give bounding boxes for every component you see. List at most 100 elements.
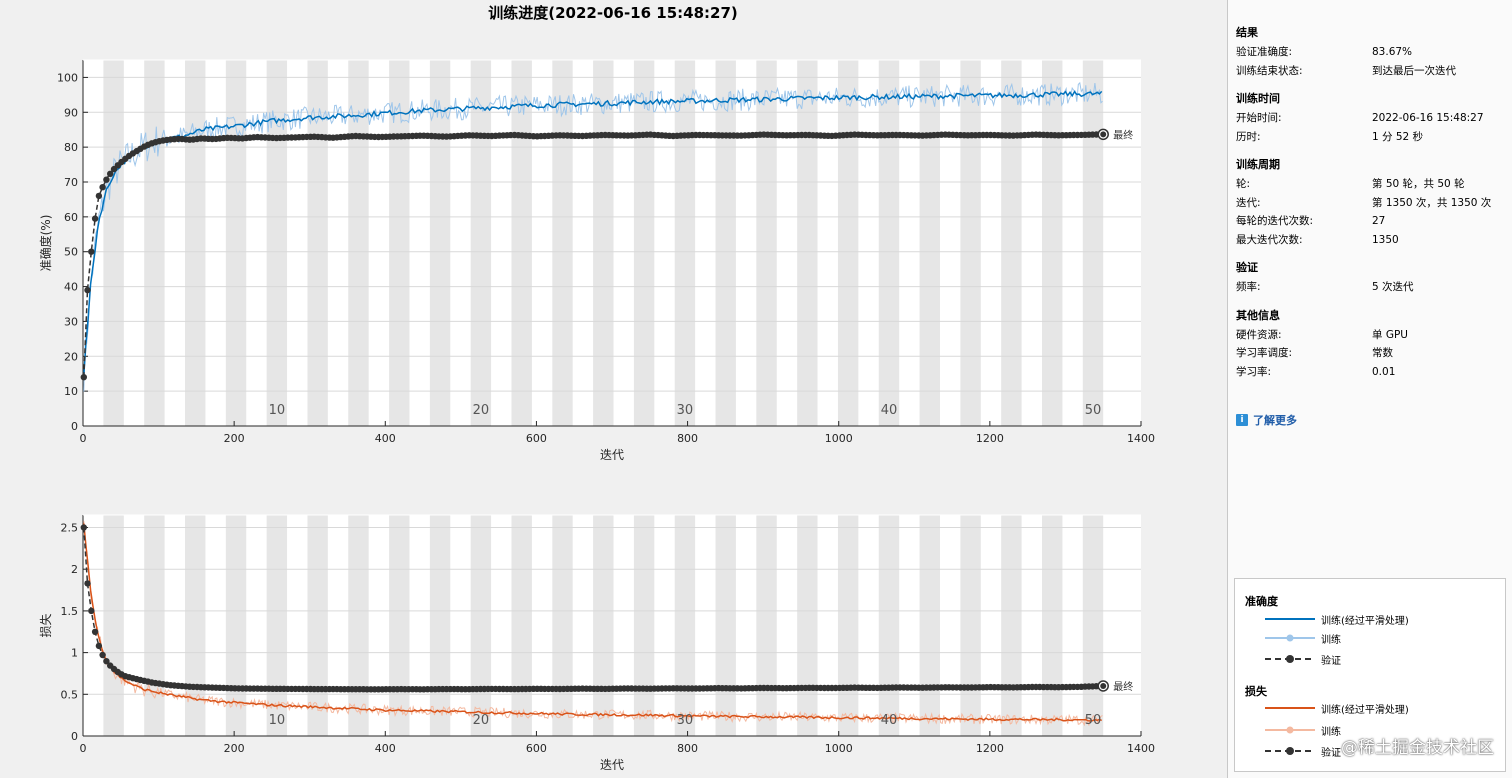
- validation-point: [80, 524, 88, 531]
- x-tick-label: 1000: [825, 742, 853, 755]
- y-tick-label: 0: [71, 420, 78, 433]
- epoch-band: [593, 60, 614, 426]
- legend-loss-validation-label: 验证: [1321, 747, 1341, 759]
- legend-accuracy-title: 准确度: [1245, 595, 1278, 608]
- validation-point: [88, 248, 95, 255]
- epoch-band: [144, 515, 165, 736]
- legend-acc-smoothed: 训练(经过平滑处理): [1265, 611, 1409, 627]
- validation-point: [107, 170, 114, 177]
- info-value: 第 1350 次，共 1350 次: [1372, 196, 1492, 209]
- info-key: 历时:: [1236, 130, 1261, 143]
- epoch-band: [633, 60, 655, 426]
- epoch-band: [429, 60, 451, 426]
- info-row: 频率: 5 次迭代: [1236, 278, 1506, 297]
- info-row: 硬件资源: 单 GPU: [1236, 326, 1506, 345]
- charts-svg: 10 20 30 40 500 200 400 600 800 1000 1200 140001020…: [38, 59, 1155, 772]
- info-row: 开始时间: 2022-06-16 15:48:27: [1236, 109, 1506, 128]
- info-value: 常数: [1372, 347, 1393, 359]
- acc-plot: [80, 59, 1142, 427]
- epoch-band: [511, 60, 532, 426]
- epoch-band: [144, 60, 165, 426]
- validation-point: [80, 374, 88, 381]
- epoch-label: 30: [677, 713, 694, 728]
- info-key: 硬件资源:: [1236, 328, 1282, 341]
- info-value: 1 分 52 秒: [1372, 130, 1424, 143]
- epoch-band: [185, 515, 206, 736]
- info-value: 83.67%: [1372, 46, 1413, 58]
- x-tick-label: 1400: [1127, 742, 1155, 755]
- info-key: 学习率:: [1236, 365, 1272, 378]
- final-marker-dot: [1100, 131, 1107, 138]
- epoch-band: [1001, 60, 1022, 426]
- info-row: 训练结束状态: 到达最后一次迭代: [1236, 62, 1506, 81]
- info-row: 验证准确度: 83.67%: [1236, 43, 1506, 62]
- epoch-band: [307, 515, 328, 736]
- validation-point: [103, 658, 110, 665]
- x-tick-label: 1400: [1127, 432, 1155, 445]
- y-tick-label: 2: [71, 563, 78, 576]
- epoch-band: [797, 515, 818, 736]
- epoch-band: [633, 515, 655, 736]
- epoch-band: [1001, 515, 1022, 736]
- epoch-label: 30: [677, 403, 694, 418]
- epoch-band: [348, 60, 369, 426]
- validation-point: [95, 642, 103, 650]
- x-tick-label: 600: [526, 742, 547, 755]
- epoch-band: [878, 515, 900, 736]
- legend-loss-smoothed-label: 训练(经过平滑处理): [1321, 704, 1409, 716]
- y-tick-label: 70: [64, 176, 78, 189]
- x-tick-label: 200: [224, 742, 245, 755]
- legend-acc-validation: 验证: [1265, 651, 1341, 667]
- final-label: 最终: [1113, 128, 1133, 141]
- x-tick-label: 1000: [825, 432, 853, 445]
- learn-more-link[interactable]: i 了解更多: [1236, 412, 1297, 428]
- watermark: @稀土掘金技术社区: [1341, 738, 1494, 758]
- acc-train-smoothed-line: [83, 90, 1103, 376]
- x-tick-label: 600: [526, 432, 547, 445]
- info-row: 迭代: 第 1350 次，共 1350 次: [1236, 194, 1506, 213]
- epoch-band: [797, 60, 818, 426]
- loss-train-smoothed-line: [83, 523, 1102, 722]
- info-value: 1350: [1372, 233, 1399, 246]
- epoch-band: [1042, 60, 1063, 426]
- final-marker-dot: [1100, 682, 1107, 689]
- y-tick-label: 90: [64, 106, 78, 119]
- legend-loss-smoothed: 训练(经过平滑处理): [1265, 700, 1409, 716]
- validation-point: [103, 176, 110, 183]
- y-tick-label: 2.5: [61, 522, 79, 535]
- info-value: 单 GPU: [1372, 328, 1408, 341]
- epoch-band: [185, 60, 206, 426]
- epoch-label: 10: [269, 403, 286, 418]
- epoch-band: [960, 515, 981, 736]
- epoch-band: [103, 515, 124, 736]
- info-key: 训练结束状态:: [1236, 64, 1303, 77]
- x-tick-label: 0: [80, 432, 87, 445]
- info-key: 轮:: [1236, 178, 1251, 190]
- legend-acc-validation-label: 验证: [1321, 655, 1341, 667]
- epoch-band: [470, 515, 492, 736]
- epoch-label: 40: [881, 403, 898, 418]
- epoch-band: [511, 515, 532, 736]
- epoch-band: [674, 60, 696, 426]
- info-panel: 结果 验证准确度: 83.67% 训练结束状态: 到达最后一次迭代 训练时间 开始时间: 20…: [1227, 0, 1512, 778]
- epoch-band: [674, 515, 696, 736]
- section-title: 结果: [1236, 26, 1258, 39]
- x-tick-label: 800: [677, 742, 698, 755]
- legend-acc-raw-label: 训练: [1321, 634, 1341, 646]
- info-key: 验证准确度:: [1236, 46, 1293, 58]
- info-key: 最大迭代次数:: [1236, 233, 1303, 246]
- epoch-label: 20: [473, 403, 490, 418]
- epoch-label: 20: [473, 713, 490, 728]
- info-icon: i: [1236, 414, 1248, 426]
- epoch-band: [266, 515, 288, 736]
- y-tick-label: 1: [71, 647, 78, 660]
- info-row: 学习率: 0.01: [1236, 363, 1506, 382]
- y-tick-label: 50: [64, 246, 78, 259]
- epoch-label: 50: [1085, 403, 1102, 418]
- info-key: 迭代:: [1236, 196, 1261, 209]
- validation-point: [99, 184, 106, 191]
- chart-title: 训练进度(2022-06-16 15:48:27): [488, 4, 738, 22]
- info-value: 第 50 轮，共 50 轮: [1372, 178, 1465, 190]
- info-value: 5 次迭代: [1372, 281, 1414, 293]
- acc-y-axis-label: 准确度(%): [38, 215, 53, 272]
